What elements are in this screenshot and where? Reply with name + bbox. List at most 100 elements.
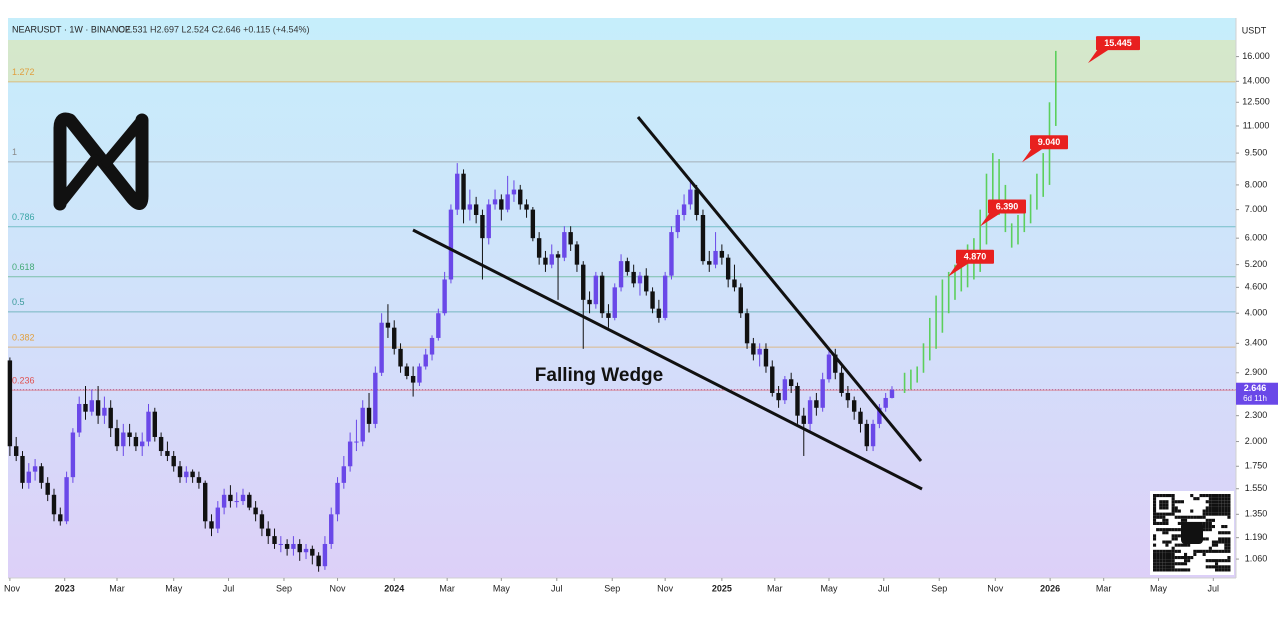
candle-body <box>864 423 869 447</box>
candle-body <box>140 441 145 447</box>
qr-cell <box>1215 549 1219 553</box>
candle-body <box>543 257 548 265</box>
qr-cell <box>1153 515 1157 519</box>
qr-cell <box>1227 543 1231 547</box>
qr-cell <box>1156 556 1160 560</box>
candle-body <box>64 477 69 522</box>
qr-cell <box>1211 549 1215 553</box>
candle-body <box>618 261 624 288</box>
qr-cell <box>1184 515 1188 519</box>
qr-cell <box>1215 565 1219 569</box>
qr-cell <box>1205 506 1209 510</box>
qr-cell <box>1184 559 1188 563</box>
qr-cell <box>1184 543 1188 547</box>
candle-body <box>833 354 838 373</box>
near-logo <box>53 112 149 211</box>
candle-body <box>385 322 391 328</box>
candle-body <box>486 204 491 239</box>
qr-cell <box>1171 562 1175 566</box>
candle-body <box>39 466 44 483</box>
qr-cell <box>1165 531 1169 535</box>
candle-body <box>788 379 794 386</box>
qr-cell <box>1171 509 1175 513</box>
candle-body <box>354 441 359 443</box>
target-label: 4.870 <box>964 252 987 262</box>
qr-cell <box>1208 503 1212 507</box>
y-tick-label: 1.750 <box>1245 461 1268 471</box>
qr-cell <box>1224 509 1228 513</box>
qr-cell <box>1165 556 1169 560</box>
qr-cell <box>1205 525 1209 529</box>
target-box <box>1096 36 1140 51</box>
qr-cell <box>1221 537 1225 541</box>
candle-body <box>89 400 94 412</box>
candle-body <box>851 400 857 412</box>
qr-cell <box>1184 552 1188 556</box>
y-tick-label: 4.000 <box>1245 308 1268 318</box>
qr-cell <box>1215 543 1219 547</box>
qr-cell <box>1171 503 1175 507</box>
candle-body <box>625 261 630 272</box>
target-pointer <box>1088 46 1108 64</box>
qr-cell <box>1205 494 1209 498</box>
candle-body <box>814 400 819 408</box>
qr-cell <box>1156 528 1160 532</box>
candle-body <box>259 514 265 529</box>
candle-body <box>845 392 851 401</box>
qr-cell <box>1171 528 1175 532</box>
qr-cell <box>1184 562 1188 566</box>
qr-cell <box>1227 568 1231 572</box>
qr-cell <box>1174 537 1178 541</box>
qr-cell <box>1180 562 1184 566</box>
candle-body <box>820 379 825 408</box>
qr-cell <box>1153 556 1157 560</box>
qr-cell <box>1196 497 1200 501</box>
candle-body <box>738 287 743 314</box>
qr-cell <box>1171 568 1175 572</box>
qr-cell <box>1208 559 1212 563</box>
qr-cell <box>1227 546 1231 550</box>
candle-body <box>316 555 321 567</box>
qr-cell <box>1159 500 1163 504</box>
qr-cell <box>1165 562 1169 566</box>
qr-cell <box>1218 559 1222 563</box>
qr-cell <box>1221 565 1225 569</box>
qr-cell <box>1153 518 1157 522</box>
qr-cell <box>1153 500 1157 504</box>
qr-cell <box>1205 528 1209 532</box>
candle-body <box>322 543 328 567</box>
candle-body <box>599 275 605 314</box>
qr-cell <box>1162 528 1166 532</box>
qr-cell <box>1215 497 1219 501</box>
x-tick-label: May <box>493 583 511 593</box>
qr-cell <box>1218 549 1222 553</box>
candle-body <box>58 514 63 522</box>
qr-cell <box>1153 534 1157 538</box>
candle-body <box>234 501 239 503</box>
y-tick-label: 2.900 <box>1245 367 1268 377</box>
candle-body <box>870 423 876 447</box>
qr-cell <box>1202 521 1206 525</box>
candle-body <box>858 411 863 424</box>
qr-cell <box>1208 494 1212 498</box>
qr-cell <box>1171 546 1175 550</box>
qr-cell <box>1174 534 1178 538</box>
candle-body <box>253 507 258 515</box>
qr-cell <box>1215 500 1219 504</box>
candle-body <box>688 189 693 205</box>
qr-cell <box>1224 568 1228 572</box>
qr-cell <box>1224 506 1228 510</box>
qr-cell <box>1165 506 1169 510</box>
qr-cell <box>1193 497 1197 501</box>
candle-body <box>177 466 183 478</box>
y-tick-label: 3.400 <box>1245 338 1268 348</box>
qr-cell <box>1202 509 1206 513</box>
candle-body <box>171 455 176 467</box>
qr-cell <box>1174 528 1178 532</box>
qr-cell <box>1162 494 1166 498</box>
qr-cell <box>1156 515 1160 519</box>
qr-cell <box>1218 500 1222 504</box>
qr-cell <box>1159 521 1163 525</box>
fib-label: 0.236 <box>12 376 35 386</box>
qr-cell <box>1153 559 1157 563</box>
